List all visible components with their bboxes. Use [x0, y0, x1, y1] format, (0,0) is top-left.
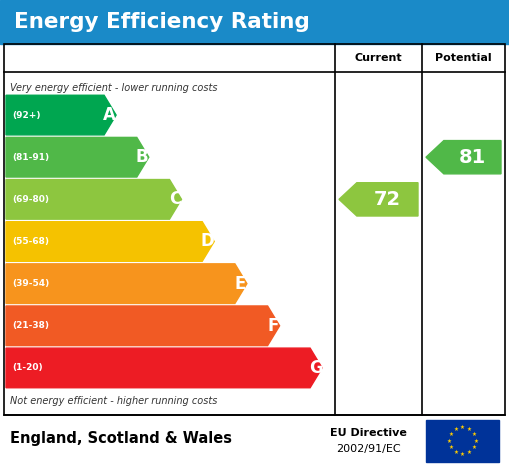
Text: Potential: Potential: [435, 53, 492, 63]
Text: A: A: [103, 106, 116, 124]
Polygon shape: [6, 348, 322, 388]
Text: Very energy efficient - lower running costs: Very energy efficient - lower running co…: [10, 83, 217, 93]
Text: (39-54): (39-54): [12, 279, 49, 288]
Bar: [426, 420, 499, 462]
Text: ★: ★: [460, 452, 465, 457]
Polygon shape: [426, 141, 501, 174]
Text: F: F: [267, 317, 279, 335]
Text: 81: 81: [459, 148, 486, 167]
Text: EU Directive: EU Directive: [330, 428, 407, 438]
Polygon shape: [339, 183, 418, 216]
Text: E: E: [235, 275, 246, 293]
Text: D: D: [201, 233, 214, 250]
Text: England, Scotland & Wales: England, Scotland & Wales: [10, 432, 232, 446]
Polygon shape: [6, 137, 149, 177]
Polygon shape: [6, 306, 279, 346]
Text: G: G: [308, 359, 322, 377]
Text: ★: ★: [472, 445, 476, 450]
Text: (55-68): (55-68): [12, 237, 49, 246]
Text: ★: ★: [448, 432, 454, 437]
Text: ★: ★: [473, 439, 478, 444]
Text: Current: Current: [355, 53, 402, 63]
Text: ★: ★: [467, 450, 472, 455]
Text: ★: ★: [472, 432, 476, 437]
Text: (81-91): (81-91): [12, 153, 49, 162]
Polygon shape: [6, 264, 247, 304]
Text: ★: ★: [460, 425, 465, 430]
Text: (1-20): (1-20): [12, 363, 43, 372]
Text: 2002/91/EC: 2002/91/EC: [336, 444, 401, 454]
Text: (69-80): (69-80): [12, 195, 49, 204]
Text: Not energy efficient - higher running costs: Not energy efficient - higher running co…: [10, 396, 217, 406]
Bar: [4, 44, 505, 415]
Text: Energy Efficiency Rating: Energy Efficiency Rating: [14, 12, 310, 32]
Text: ★: ★: [454, 427, 458, 432]
Text: ★: ★: [467, 427, 472, 432]
Bar: [0, 0, 509, 44]
Polygon shape: [6, 95, 116, 135]
Text: ★: ★: [454, 450, 458, 455]
Text: (92+): (92+): [12, 111, 41, 120]
Text: B: B: [136, 148, 149, 166]
Text: 72: 72: [374, 190, 401, 209]
Text: C: C: [169, 191, 181, 208]
Text: ★: ★: [448, 445, 454, 450]
Text: (21-38): (21-38): [12, 321, 49, 330]
Polygon shape: [6, 222, 214, 262]
Text: ★: ★: [446, 439, 451, 444]
Polygon shape: [6, 179, 182, 219]
